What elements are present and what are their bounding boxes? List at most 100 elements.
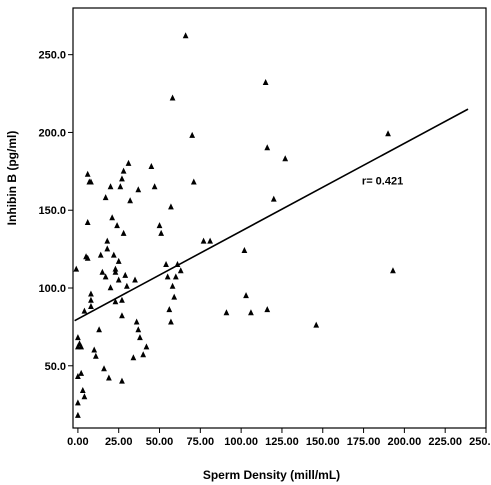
x-tick-label: 100.00 (224, 436, 258, 448)
data-point (200, 237, 207, 244)
data-points (73, 32, 396, 418)
data-point (270, 195, 277, 202)
data-point (166, 306, 173, 313)
data-point (78, 343, 85, 350)
correlation-annotation: r= 0.421 (362, 176, 403, 188)
x-axis-title: Sperm Density (mill/mL) (203, 468, 340, 482)
data-point (96, 326, 102, 333)
data-point (91, 346, 98, 353)
data-point (137, 334, 143, 341)
data-point (264, 144, 271, 151)
plot-frame (72, 7, 487, 429)
x-tick-label: 25.00 (105, 436, 133, 448)
y-tick-label: 100.0 (38, 283, 66, 295)
data-point (135, 326, 142, 333)
data-point (390, 267, 396, 274)
data-point (164, 273, 171, 280)
data-point (168, 203, 174, 210)
data-point (262, 78, 269, 85)
data-point (223, 309, 230, 316)
data-point (264, 306, 271, 313)
data-point (88, 296, 94, 303)
data-point (189, 131, 196, 138)
data-point (78, 369, 85, 376)
data-point (75, 399, 81, 406)
data-point (207, 237, 213, 244)
trendline-group (74, 108, 469, 322)
y-tick-label: 50.0 (45, 361, 66, 373)
data-point (107, 284, 114, 291)
data-point (171, 293, 178, 300)
data-point (125, 159, 132, 166)
data-point (133, 318, 140, 325)
data-point (104, 245, 111, 252)
data-point (112, 298, 119, 305)
data-point (75, 372, 81, 379)
data-point (169, 94, 176, 101)
data-point (282, 155, 289, 162)
data-point (97, 251, 104, 258)
y-tick-label: 150.0 (38, 205, 66, 217)
x-tick-label: 225.00 (428, 436, 462, 448)
data-point (122, 271, 129, 278)
data-point (110, 251, 117, 258)
data-point (102, 194, 109, 201)
regression-line (74, 108, 469, 322)
data-point (243, 292, 249, 299)
data-point (84, 170, 91, 177)
data-point (107, 183, 114, 190)
data-point (135, 186, 142, 193)
x-tick-label: 175.00 (347, 436, 381, 448)
x-tick-label: 200.00 (388, 436, 422, 448)
y-tick-label: 200.0 (38, 127, 66, 139)
data-point (115, 257, 122, 264)
data-point (148, 162, 155, 169)
data-point (106, 374, 112, 381)
data-point (109, 214, 116, 221)
data-point (84, 218, 91, 225)
data-point (81, 307, 88, 314)
data-point (84, 254, 91, 261)
x-tick-label: 250.00 (469, 436, 491, 448)
data-point (130, 354, 137, 361)
data-point (182, 32, 189, 39)
data-point (120, 167, 127, 174)
axes: 0.00 25.00 50.00 75.00 100.00 125.00 150.00 175… (38, 7, 491, 448)
data-point (127, 197, 134, 204)
data-point (248, 309, 254, 316)
data-point (92, 352, 99, 359)
data-point (172, 273, 179, 280)
x-tick-label: 150.00 (306, 436, 340, 448)
data-point (112, 265, 119, 272)
data-point (114, 222, 120, 229)
data-point (101, 365, 107, 372)
data-point (241, 246, 248, 253)
data-point (81, 393, 88, 400)
x-tick-label: 0.00 (67, 436, 88, 448)
data-point (88, 290, 94, 297)
data-point (143, 343, 150, 350)
data-point (88, 302, 94, 309)
data-point (102, 273, 109, 280)
x-tick-label: 125.00 (265, 436, 299, 448)
y-tick-label: 250.0 (38, 50, 66, 62)
data-point (73, 265, 80, 272)
data-point (132, 276, 138, 283)
data-point (177, 267, 184, 274)
data-point (169, 282, 176, 289)
data-point (313, 321, 320, 328)
data-point (385, 130, 391, 137)
data-point (79, 386, 86, 393)
data-point (158, 229, 165, 236)
data-point (123, 282, 130, 289)
y-axis-title: Inhibin B (pg/ml) (5, 131, 19, 226)
data-point (119, 296, 125, 303)
data-point (156, 222, 163, 229)
data-point (75, 411, 81, 418)
data-point (112, 268, 119, 275)
x-tick-label: 75.00 (187, 436, 215, 448)
data-point (168, 318, 174, 325)
data-point (88, 178, 94, 185)
data-point (119, 175, 125, 182)
